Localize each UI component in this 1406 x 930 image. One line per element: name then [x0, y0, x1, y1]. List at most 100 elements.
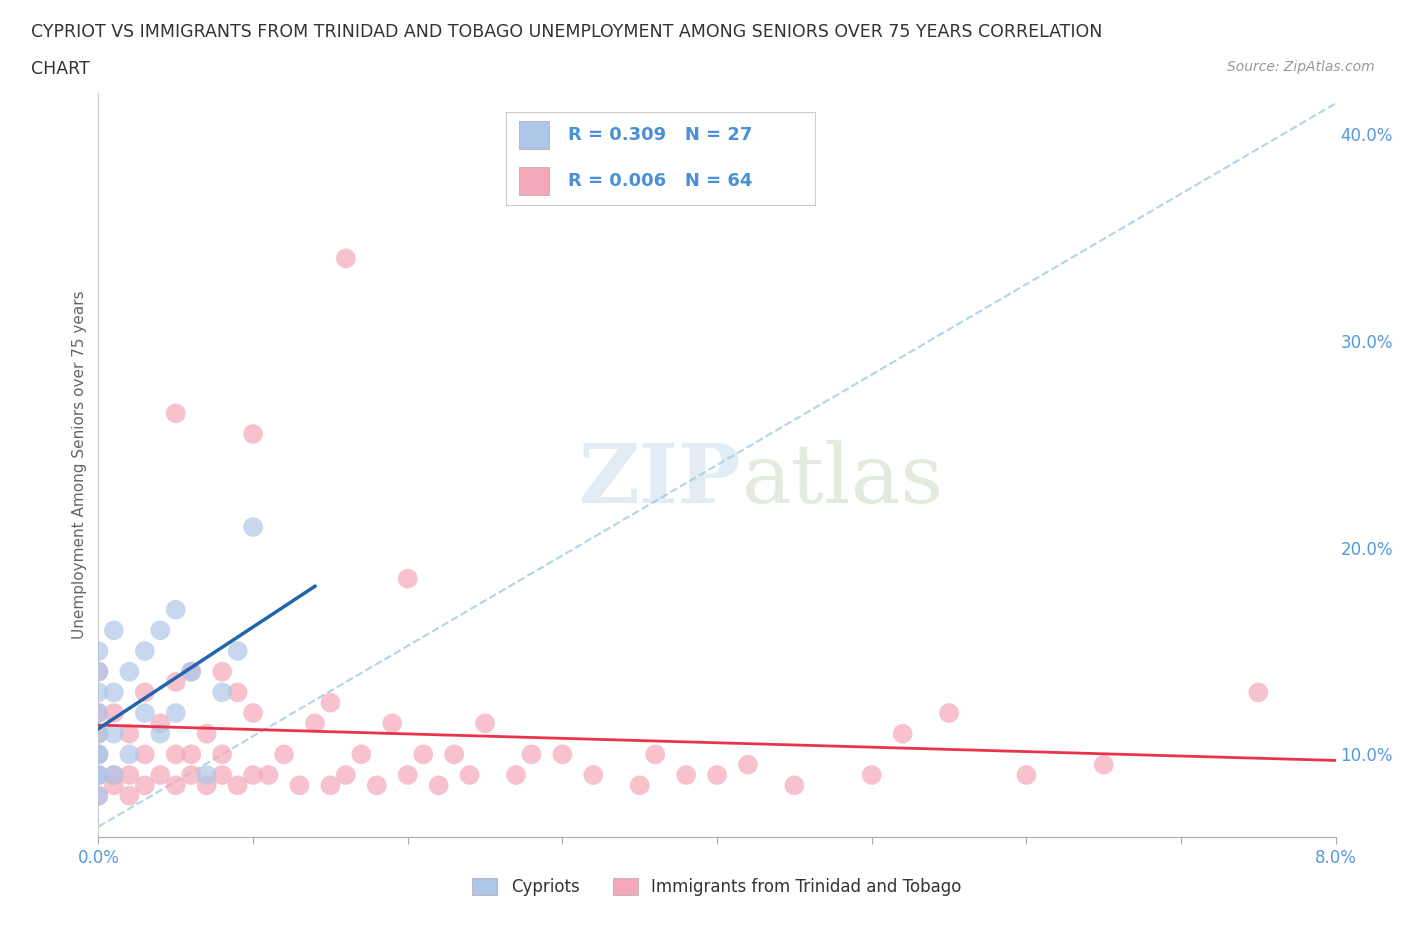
- Point: [87, 767, 110, 782]
- Point: [87, 789, 110, 804]
- Point: [103, 767, 125, 782]
- Point: [860, 767, 883, 782]
- Point: [134, 747, 156, 762]
- Point: [675, 767, 697, 782]
- Bar: [519, 167, 550, 195]
- Point: [505, 767, 527, 782]
- Point: [180, 664, 202, 679]
- Point: [134, 706, 156, 721]
- Point: [87, 706, 110, 721]
- Text: Source: ZipAtlas.com: Source: ZipAtlas.com: [1227, 60, 1375, 74]
- Point: [226, 684, 249, 699]
- Point: [211, 767, 233, 782]
- Point: [644, 747, 666, 762]
- Point: [381, 716, 404, 731]
- Point: [1092, 757, 1115, 772]
- Point: [195, 726, 218, 741]
- Point: [891, 726, 914, 741]
- Point: [87, 706, 110, 721]
- Point: [87, 664, 110, 679]
- Point: [551, 747, 574, 762]
- Point: [165, 674, 187, 689]
- Text: atlas: atlas: [742, 440, 943, 520]
- Point: [366, 777, 388, 792]
- Point: [273, 747, 295, 762]
- Point: [134, 684, 156, 699]
- Point: [396, 767, 419, 782]
- Point: [783, 777, 806, 792]
- Y-axis label: Unemployment Among Seniors over 75 years: Unemployment Among Seniors over 75 years: [72, 291, 87, 639]
- Point: [180, 747, 202, 762]
- Point: [87, 747, 110, 762]
- Point: [335, 767, 357, 782]
- Point: [412, 747, 434, 762]
- Point: [87, 726, 110, 741]
- Point: [211, 664, 233, 679]
- Point: [195, 777, 218, 792]
- Text: ZIP: ZIP: [579, 440, 742, 520]
- Point: [195, 767, 218, 782]
- Point: [737, 757, 759, 772]
- Point: [211, 684, 233, 699]
- Point: [149, 726, 172, 741]
- Point: [87, 684, 110, 699]
- Point: [242, 520, 264, 535]
- Point: [211, 747, 233, 762]
- Point: [103, 623, 125, 638]
- Point: [87, 726, 110, 741]
- Point: [118, 747, 141, 762]
- Point: [706, 767, 728, 782]
- Point: [226, 644, 249, 658]
- Point: [87, 664, 110, 679]
- Point: [288, 777, 311, 792]
- Point: [582, 767, 605, 782]
- Point: [134, 777, 156, 792]
- Text: R = 0.309   N = 27: R = 0.309 N = 27: [568, 126, 752, 144]
- Bar: [519, 121, 550, 149]
- Point: [628, 777, 651, 792]
- Point: [443, 747, 465, 762]
- Point: [118, 767, 141, 782]
- Point: [103, 684, 125, 699]
- Point: [87, 747, 110, 762]
- Point: [165, 777, 187, 792]
- Point: [319, 696, 342, 711]
- Point: [304, 716, 326, 731]
- Point: [257, 767, 280, 782]
- Point: [87, 789, 110, 804]
- Point: [335, 251, 357, 266]
- Point: [1015, 767, 1038, 782]
- Point: [103, 777, 125, 792]
- Point: [180, 664, 202, 679]
- Point: [165, 747, 187, 762]
- Point: [87, 767, 110, 782]
- Point: [319, 777, 342, 792]
- Point: [350, 747, 373, 762]
- Point: [118, 789, 141, 804]
- Point: [242, 706, 264, 721]
- Legend: Cypriots, Immigrants from Trinidad and Tobago: Cypriots, Immigrants from Trinidad and T…: [465, 871, 969, 903]
- Point: [149, 767, 172, 782]
- Point: [165, 405, 187, 420]
- Point: [242, 767, 264, 782]
- Point: [87, 747, 110, 762]
- Point: [165, 706, 187, 721]
- Point: [938, 706, 960, 721]
- Text: R = 0.006   N = 64: R = 0.006 N = 64: [568, 172, 752, 191]
- Point: [458, 767, 481, 782]
- Point: [226, 777, 249, 792]
- Point: [87, 767, 110, 782]
- Point: [103, 767, 125, 782]
- Point: [1247, 684, 1270, 699]
- Point: [149, 623, 172, 638]
- Point: [180, 767, 202, 782]
- Point: [427, 777, 450, 792]
- Point: [134, 644, 156, 658]
- Point: [165, 603, 187, 618]
- Point: [149, 716, 172, 731]
- Point: [87, 644, 110, 658]
- Text: CYPRIOT VS IMMIGRANTS FROM TRINIDAD AND TOBAGO UNEMPLOYMENT AMONG SENIORS OVER 7: CYPRIOT VS IMMIGRANTS FROM TRINIDAD AND …: [31, 23, 1102, 41]
- Point: [396, 571, 419, 586]
- Point: [118, 726, 141, 741]
- Point: [474, 716, 496, 731]
